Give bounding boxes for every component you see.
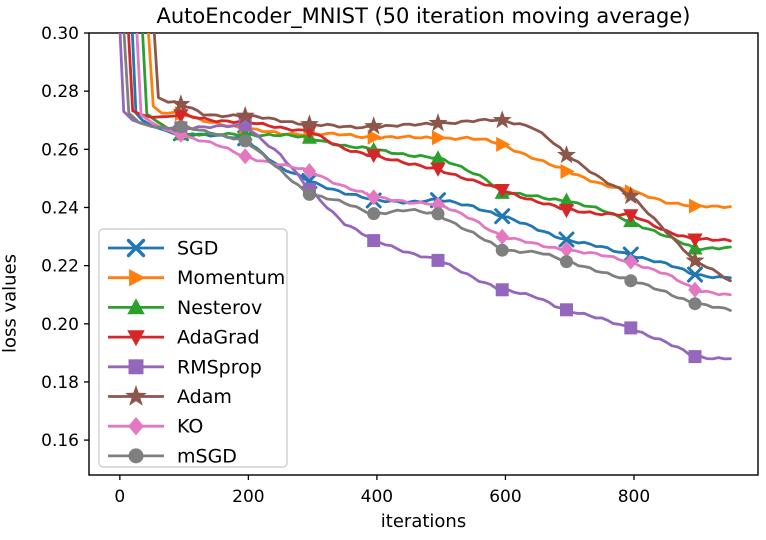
square-marker [688, 350, 702, 364]
series-area [118, 33, 732, 364]
circle-marker [367, 207, 381, 221]
legend-label-SGD: SGD [177, 238, 218, 260]
square-marker [431, 253, 445, 267]
circle-marker [624, 274, 638, 288]
diamond-marker [688, 281, 702, 298]
legend-entry-Adam: Adam [108, 385, 232, 408]
diamond-marker [366, 189, 381, 206]
legend-label-mSGD: mSGD [177, 445, 237, 467]
x-tick-label: 0 [114, 487, 125, 507]
series-Adam [152, 33, 732, 283]
y-tick-label: 0.26 [41, 140, 79, 160]
y-tick-label: 0.20 [41, 315, 79, 335]
circle-marker [495, 243, 509, 257]
triangle-down-marker [366, 149, 382, 164]
triangle-right-marker [560, 163, 575, 179]
circle-marker [560, 255, 573, 269]
star-marker [556, 145, 577, 164]
legend-entry-mSGD: mSGD [108, 445, 237, 467]
legend-label-Momentum: Momentum [177, 267, 285, 289]
star-marker [125, 385, 147, 406]
diamond-marker [238, 148, 252, 165]
legend-entry-AdaGrad: AdaGrad [108, 327, 260, 349]
legend-label-Nesterov: Nesterov [177, 297, 262, 319]
legend-entry-Nesterov: Nesterov [108, 297, 262, 319]
x-marker [126, 238, 146, 258]
square-marker [560, 303, 573, 317]
legend-entry-Momentum: Momentum [108, 267, 285, 289]
series-RMSprop [118, 33, 732, 364]
y-tick-label: 0.16 [41, 431, 79, 451]
triangle-down-marker [430, 162, 446, 177]
legend-label-Adam: Adam [177, 386, 232, 408]
triangle-down-marker [494, 184, 510, 198]
diamond-marker [495, 228, 509, 245]
x-marker [494, 208, 511, 225]
legend: SGD Momentum Nesterov AdaGrad RMSprop Adam KO m… [98, 228, 288, 468]
square-marker [495, 283, 509, 297]
circle-marker [431, 207, 445, 221]
triangle-up-marker [430, 150, 446, 165]
x-tick-label: 600 [489, 487, 521, 507]
y-axis-label-text: loss values [0, 253, 20, 354]
y-tick-label: 0.30 [41, 24, 79, 44]
square-marker [367, 234, 381, 248]
triangle-right-marker [496, 136, 511, 152]
x-tick-label: 800 [618, 487, 650, 507]
legend-label-RMSprop: RMSprop [177, 356, 262, 378]
square-marker [128, 359, 144, 375]
y-tick-label: 0.28 [41, 82, 79, 102]
star-marker [428, 113, 448, 132]
star-marker [621, 186, 641, 205]
diamond-marker [302, 163, 317, 180]
square-marker [624, 321, 638, 335]
diamond-marker [624, 253, 638, 270]
star-marker [685, 250, 705, 269]
x-tick-label: 200 [232, 487, 264, 507]
x-tick-label: 400 [361, 487, 393, 507]
legend-entry-KO: KO [108, 416, 203, 438]
triangle-right-marker [129, 269, 146, 287]
legend-label-KO: KO [177, 416, 203, 438]
circle-marker [238, 134, 252, 148]
chart-title: AutoEncoder_MNIST (50 iteration moving a… [156, 4, 691, 28]
star-marker [492, 110, 512, 129]
star-marker [235, 105, 255, 124]
triangle-up-marker [558, 192, 575, 207]
y-tick-label: 0.22 [41, 257, 79, 277]
triangle-right-marker [689, 198, 704, 214]
circle-marker [302, 187, 316, 201]
triangle-down-marker [127, 330, 145, 347]
circle-marker [128, 448, 144, 464]
series-KO [135, 33, 732, 298]
star-marker [171, 94, 191, 113]
circle-marker [174, 120, 188, 134]
x-axis-label: iterations [380, 511, 467, 532]
legend-box [98, 228, 288, 468]
circle-marker [688, 297, 702, 311]
axes-spines [88, 32, 759, 476]
star-marker [299, 114, 319, 133]
triangle-down-marker [173, 109, 189, 124]
triangle-down-marker [558, 204, 575, 219]
diamond-marker [128, 417, 144, 436]
diamond-marker [174, 126, 188, 143]
x-marker [687, 266, 703, 283]
series-mSGD [122, 33, 732, 312]
triangle-down-marker [623, 209, 639, 224]
y-tick-label: 0.18 [41, 373, 79, 393]
triangle-right-marker [432, 130, 447, 146]
x-marker [558, 231, 575, 248]
y-tick-label: 0.24 [41, 198, 79, 218]
legend-entry-RMSprop: RMSprop [108, 356, 262, 378]
triangle-up-marker [127, 298, 145, 315]
legend-label-AdaGrad: AdaGrad [177, 327, 260, 349]
triangle-down-marker [687, 233, 703, 248]
axis-ticks: 0 200 400 600 800 0.30 0.28 0.26 0.24 0.22 0.20 0.1… [41, 24, 650, 507]
legend-entry-SGD: SGD [108, 238, 218, 260]
star-marker [364, 116, 384, 135]
triangle-right-marker [367, 129, 382, 145]
